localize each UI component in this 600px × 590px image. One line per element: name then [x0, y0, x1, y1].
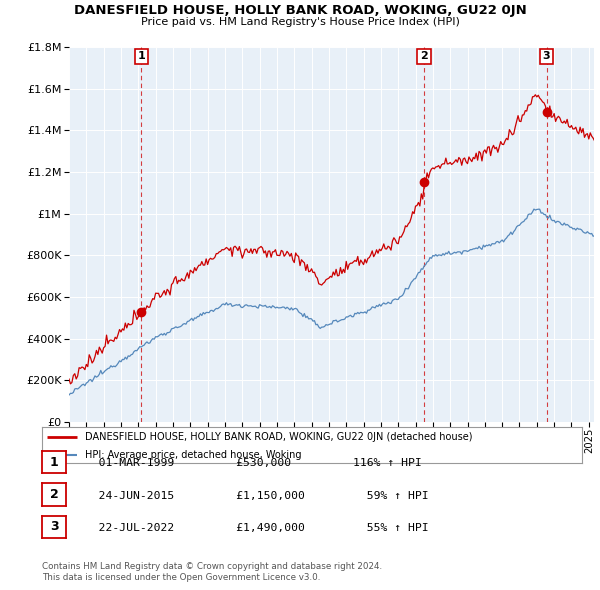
Text: 22-JUL-2022         £1,490,000         55% ↑ HPI: 22-JUL-2022 £1,490,000 55% ↑ HPI — [78, 523, 428, 533]
Text: 2: 2 — [420, 51, 428, 61]
Text: DANESFIELD HOUSE, HOLLY BANK ROAD, WOKING, GU22 0JN: DANESFIELD HOUSE, HOLLY BANK ROAD, WOKIN… — [74, 4, 526, 17]
Text: 1: 1 — [137, 51, 145, 61]
Text: 3: 3 — [543, 51, 550, 61]
Text: 3: 3 — [50, 520, 58, 533]
Text: Price paid vs. HM Land Registry's House Price Index (HPI): Price paid vs. HM Land Registry's House … — [140, 17, 460, 27]
Text: 24-JUN-2015         £1,150,000         59% ↑ HPI: 24-JUN-2015 £1,150,000 59% ↑ HPI — [78, 491, 428, 501]
Text: HPI: Average price, detached house, Woking: HPI: Average price, detached house, Woki… — [85, 450, 302, 460]
Text: DANESFIELD HOUSE, HOLLY BANK ROAD, WOKING, GU22 0JN (detached house): DANESFIELD HOUSE, HOLLY BANK ROAD, WOKIN… — [85, 432, 473, 442]
Text: 2: 2 — [50, 488, 58, 501]
Text: 1: 1 — [50, 455, 58, 468]
Text: Contains HM Land Registry data © Crown copyright and database right 2024.: Contains HM Land Registry data © Crown c… — [42, 562, 382, 571]
Text: 01-MAR-1999         £530,000         116% ↑ HPI: 01-MAR-1999 £530,000 116% ↑ HPI — [78, 458, 422, 468]
Text: This data is licensed under the Open Government Licence v3.0.: This data is licensed under the Open Gov… — [42, 573, 320, 582]
